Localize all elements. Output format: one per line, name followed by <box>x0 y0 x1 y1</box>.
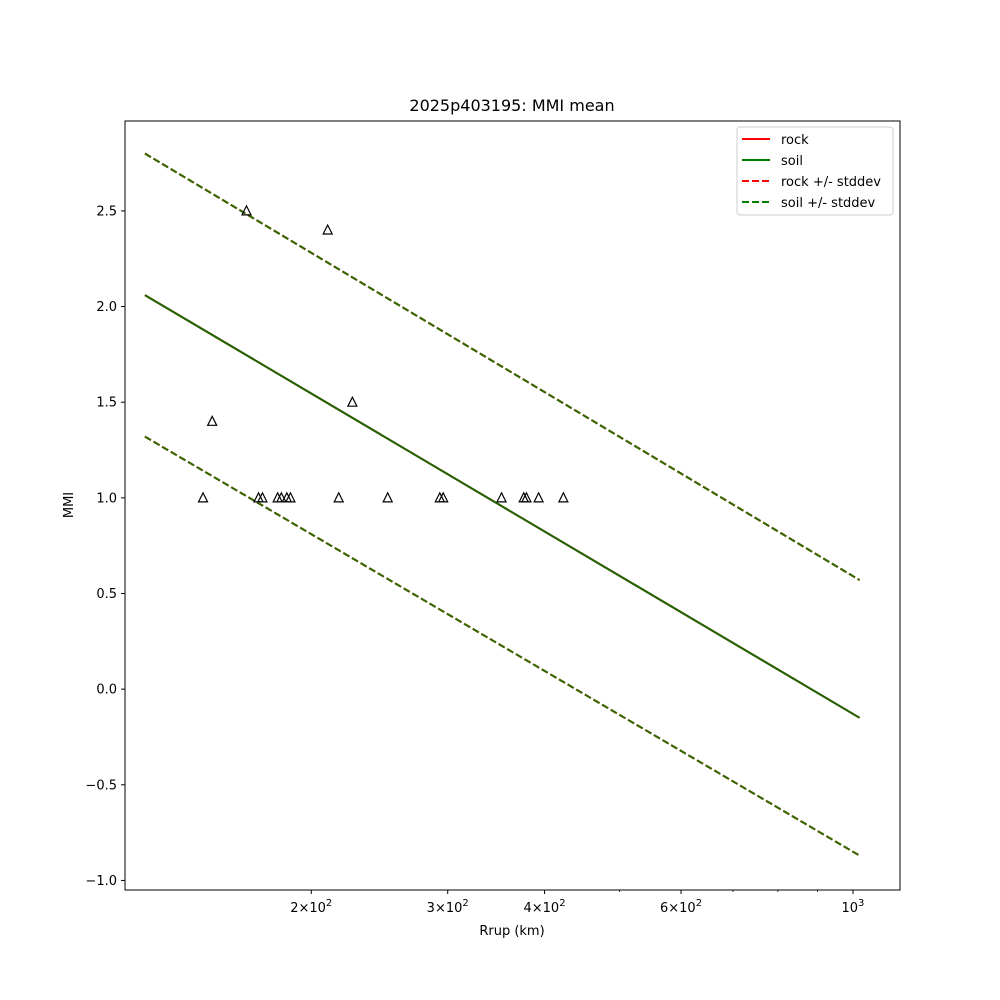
x-tick-exponent: 3 <box>858 898 864 909</box>
x-tick-exponent: 2 <box>326 898 332 909</box>
series-line-stddev-soil <box>144 152 861 581</box>
y-tick-label: 1.0 <box>96 491 117 506</box>
plot-area <box>144 152 861 857</box>
observation-marker <box>275 491 287 503</box>
observation-marker <box>241 204 252 216</box>
x-tick-exponent: 2 <box>462 898 468 909</box>
x-tick-base: 6×10 <box>660 901 696 916</box>
x-tick-label: 103 <box>841 898 864 916</box>
legend-label: rock +/- stddev <box>781 175 881 190</box>
x-tick-label: 4×102 <box>524 898 566 916</box>
legend: rock soil rock +/- stddev soil +/- stddev <box>736 126 894 216</box>
observation-marker <box>206 414 218 426</box>
y-tick-label: 1.5 <box>96 396 117 411</box>
y-axis-label: MMI <box>62 492 77 518</box>
y-tick-label: 2.5 <box>96 204 117 219</box>
observation-marker <box>557 491 569 503</box>
x-tick-exponent: 2 <box>696 898 702 909</box>
x-axis: 2×102 3×102 4×102 6×102 103 <box>290 890 864 916</box>
observation-marker <box>197 491 209 503</box>
y-tick-label: 2.0 <box>96 300 117 315</box>
series-line-stddev-soil <box>144 435 861 857</box>
observation-marker <box>256 491 268 503</box>
series-line-soil <box>144 294 861 719</box>
observation-marker <box>520 491 532 503</box>
observation-marker <box>333 491 345 503</box>
observation-marker <box>322 223 334 235</box>
observation-marker <box>346 395 358 407</box>
x-tick-base: 10 <box>841 901 858 916</box>
x-tick-label: 6×102 <box>660 898 702 916</box>
y-tick-label: 0.0 <box>96 683 117 698</box>
x-tick-label: 2×102 <box>290 898 332 916</box>
x-tick-label: 3×102 <box>427 898 469 916</box>
x-tick-base: 3×10 <box>427 901 463 916</box>
x-tick-exponent: 2 <box>559 898 565 909</box>
observation-marker <box>437 491 449 503</box>
observation-marker <box>533 491 545 503</box>
y-axis: −1.0 −0.5 0.0 0.5 1.0 1.5 2.0 2.5 <box>85 204 125 889</box>
legend-label: rock <box>781 133 809 148</box>
y-tick-label: −0.5 <box>85 778 117 793</box>
y-tick-label: −1.0 <box>85 874 117 889</box>
observation-marker <box>284 491 296 503</box>
x-tick-base: 4×10 <box>524 901 560 916</box>
plot-frame <box>124 120 901 891</box>
legend-label: soil <box>781 154 803 169</box>
x-axis-label: Rrup (km) <box>479 924 544 939</box>
observation-marker <box>496 491 508 503</box>
y-tick-label: 0.5 <box>96 587 117 602</box>
chart-title: 2025p403195: MMI mean <box>409 96 614 115</box>
legend-box <box>736 126 894 216</box>
observation-marker <box>382 491 394 503</box>
x-tick-base: 2×10 <box>290 901 326 916</box>
legend-label: soil +/- stddev <box>781 196 876 211</box>
